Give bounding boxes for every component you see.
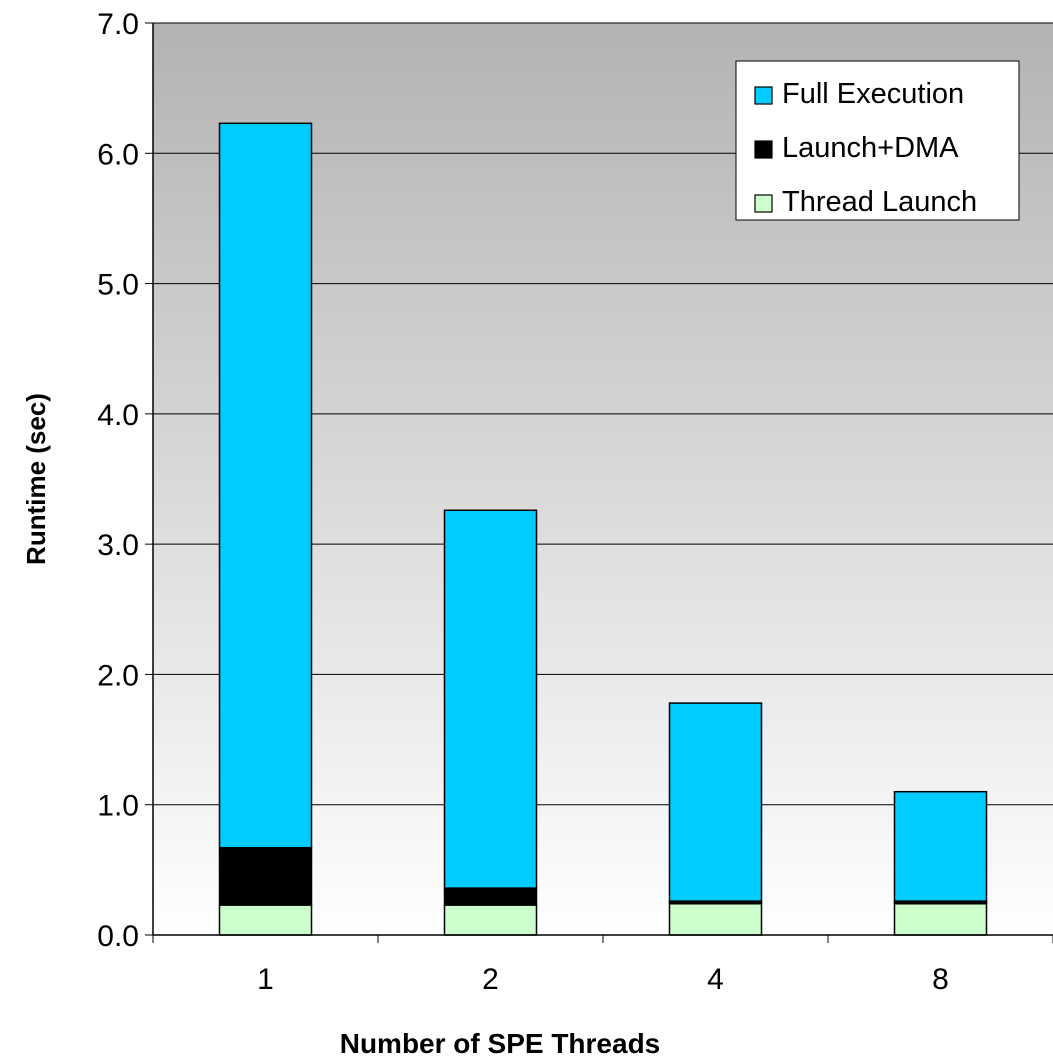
legend-swatch [754, 194, 773, 213]
bar-segment [218, 904, 313, 936]
bar-segment [668, 702, 763, 902]
x-tick-label: 1 [257, 963, 274, 996]
bar-segment [893, 790, 988, 902]
bar-segment [668, 902, 763, 936]
y-axis-title: Runtime (sec) [21, 393, 51, 565]
legend-label: Launch+DMA [782, 132, 959, 164]
legend-swatch [754, 86, 773, 105]
y-tick-label: 4.0 [97, 399, 139, 432]
x-axis-title: Number of SPE Threads [340, 1028, 661, 1059]
legend: Full Execution Launch+DMA Thread Launch [735, 60, 1020, 221]
bar-segment [443, 887, 538, 906]
legend-label: Thread Launch [782, 186, 977, 218]
y-tick-label: 5.0 [97, 269, 139, 302]
legend-swatch [754, 140, 773, 159]
bar-segment [893, 902, 988, 936]
legend-box [735, 60, 1020, 221]
x-tick-label: 8 [932, 963, 949, 996]
bar-segment [218, 846, 313, 906]
tick-labels: 0.0 1.0 2.0 3.0 4.0 5.0 6.0 7.0 1 2 4 8 [97, 8, 949, 996]
axes [145, 22, 1053, 943]
y-tick-label: 6.0 [97, 138, 139, 171]
bar-segment [443, 509, 538, 889]
y-tick-label: 0.0 [97, 920, 139, 953]
bar-segment [218, 122, 313, 849]
y-tick-label: 3.0 [97, 529, 139, 562]
bars [218, 122, 988, 936]
y-tick-label: 7.0 [97, 8, 139, 41]
bar-segment [443, 904, 538, 936]
x-tick-label: 4 [707, 963, 724, 996]
y-tick-label: 1.0 [97, 790, 139, 823]
legend-label: Full Execution [782, 78, 964, 110]
y-tick-label: 2.0 [97, 659, 139, 692]
x-tick-label: 2 [482, 963, 499, 996]
